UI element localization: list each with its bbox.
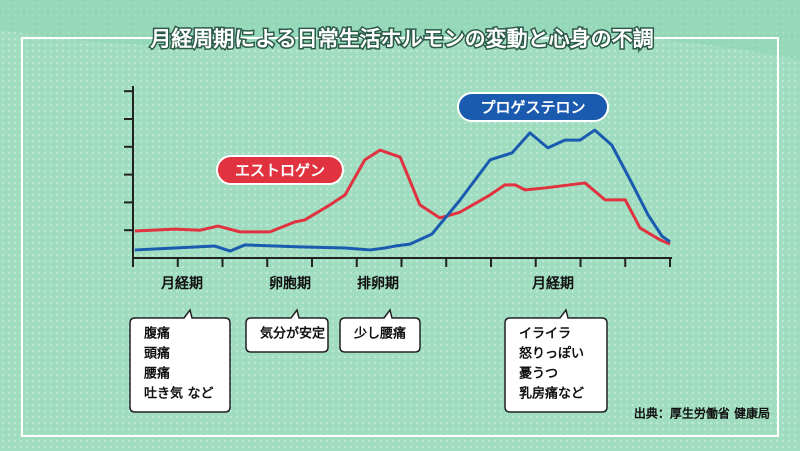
- callout: [504, 308, 608, 413]
- callout-note: 腰痛: [143, 366, 170, 382]
- callout: [339, 308, 421, 353]
- callout: [129, 308, 231, 413]
- phase-label: 月経期: [531, 275, 574, 292]
- source: 出典：厚生労働省 健康局: [634, 406, 770, 421]
- callout-note: 吐き気 など: [144, 386, 214, 402]
- phase-label: 排卵期: [357, 275, 399, 292]
- legend-pill: [457, 92, 609, 122]
- bg-wave: [0, 0, 800, 60]
- legend-label: プロゲステロン: [480, 99, 585, 117]
- callout-note: 乳房痛など: [519, 386, 584, 402]
- phase-label: 卵胞期: [269, 275, 311, 292]
- series-line: [134, 148, 671, 246]
- legend-label: エストロゲン: [235, 162, 325, 180]
- callout-note: 気分が安定: [260, 326, 325, 342]
- chart-title: 月経周期による日常生活ホルモンの変動と心身の不調: [149, 27, 653, 51]
- phase-label: 月経期: [160, 275, 203, 292]
- callout-note: 頭痛: [144, 346, 170, 362]
- callout-note: イライラ: [519, 327, 571, 342]
- callout-note: 憂うつ: [519, 367, 558, 382]
- frame: [21, 37, 779, 437]
- series-line: [134, 128, 671, 253]
- callout: [245, 308, 329, 353]
- callout-note: 腹痛: [144, 326, 170, 342]
- callout-note: 少し腰痛: [353, 326, 406, 342]
- callout-note: 怒りっぽい: [519, 346, 584, 362]
- legend-pill: [216, 155, 344, 185]
